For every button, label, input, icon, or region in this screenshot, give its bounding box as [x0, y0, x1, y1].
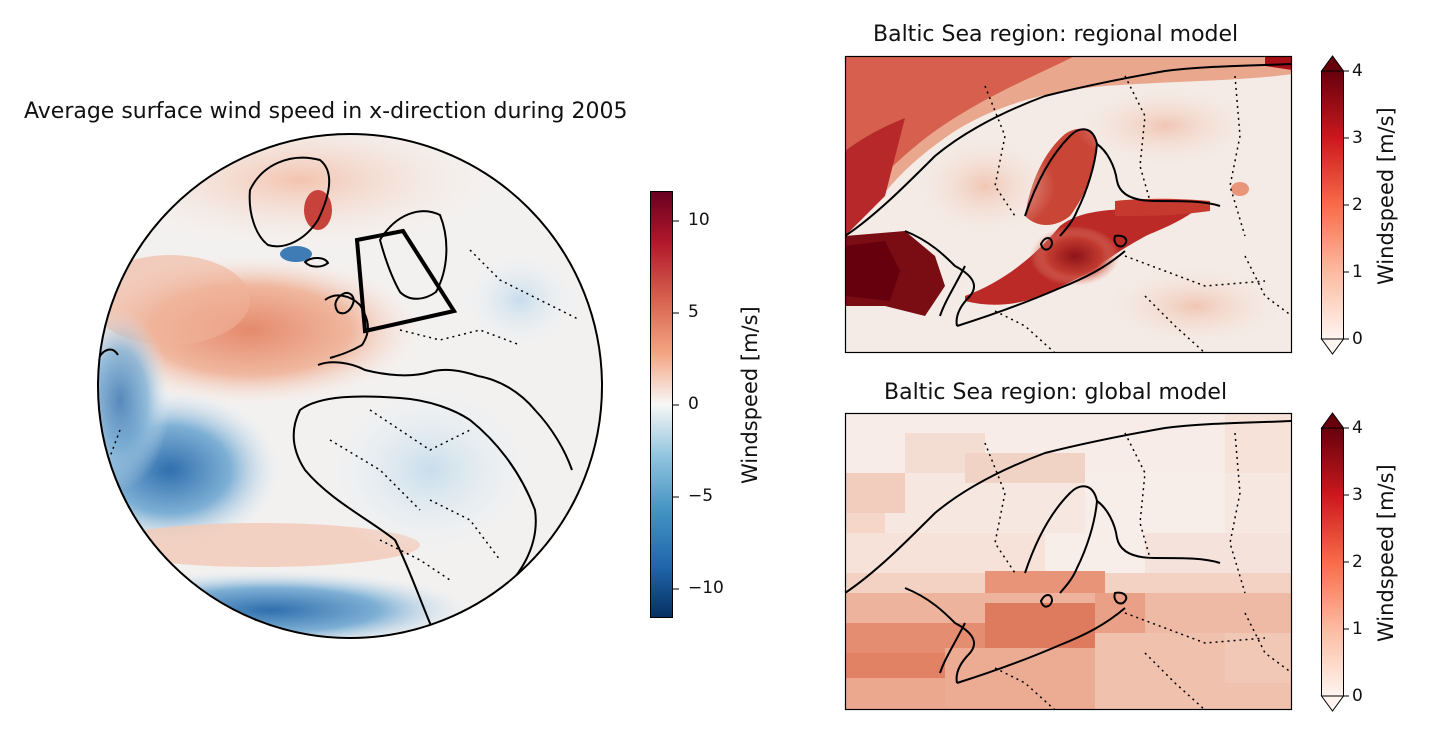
- global-model-tick-3: 3: [1352, 485, 1363, 505]
- regional-map-title: Baltic Sea region: regional model: [873, 22, 1239, 47]
- regional-tick-1: 1: [1352, 262, 1363, 282]
- global-model-colorbar-label: Windspeed [m/s]: [1374, 464, 1398, 642]
- regional-tick-0: 0: [1352, 329, 1363, 349]
- globe-wind-field: [98, 134, 602, 638]
- globe-tick-neg5: −5: [688, 486, 714, 506]
- global-model-tick-1: 1: [1352, 619, 1363, 639]
- regional-tick-3: 3: [1352, 128, 1363, 148]
- global-model-colorbar: [1320, 412, 1349, 712]
- globe-tick-neg10: −10: [688, 578, 724, 598]
- global-model-tick-4: 4: [1352, 418, 1363, 438]
- regional-map: [844, 55, 1293, 354]
- globe-title: Average surface wind speed in x-directio…: [24, 99, 628, 124]
- globe-tick-5: 5: [688, 302, 699, 322]
- regional-tick-4: 4: [1352, 61, 1363, 81]
- globe-colorbar: [650, 191, 673, 618]
- global-model-map: [844, 412, 1293, 711]
- globe-tick-0: 0: [688, 394, 699, 414]
- regional-colorbar: [1320, 55, 1349, 355]
- baltic-region-box: [354, 228, 458, 334]
- globe-colorbar-ticks: [673, 220, 679, 590]
- global-model-tick-2: 2: [1352, 552, 1363, 572]
- globe-tick-10: 10: [688, 210, 710, 230]
- regional-tick-2: 2: [1352, 195, 1363, 215]
- regional-colorbar-label: Windspeed [m/s]: [1374, 107, 1398, 285]
- global-model-map-title: Baltic Sea region: global model: [884, 380, 1228, 405]
- global-model-tick-0: 0: [1352, 686, 1363, 706]
- globe-colorbar-label: Windspeed [m/s]: [738, 306, 762, 484]
